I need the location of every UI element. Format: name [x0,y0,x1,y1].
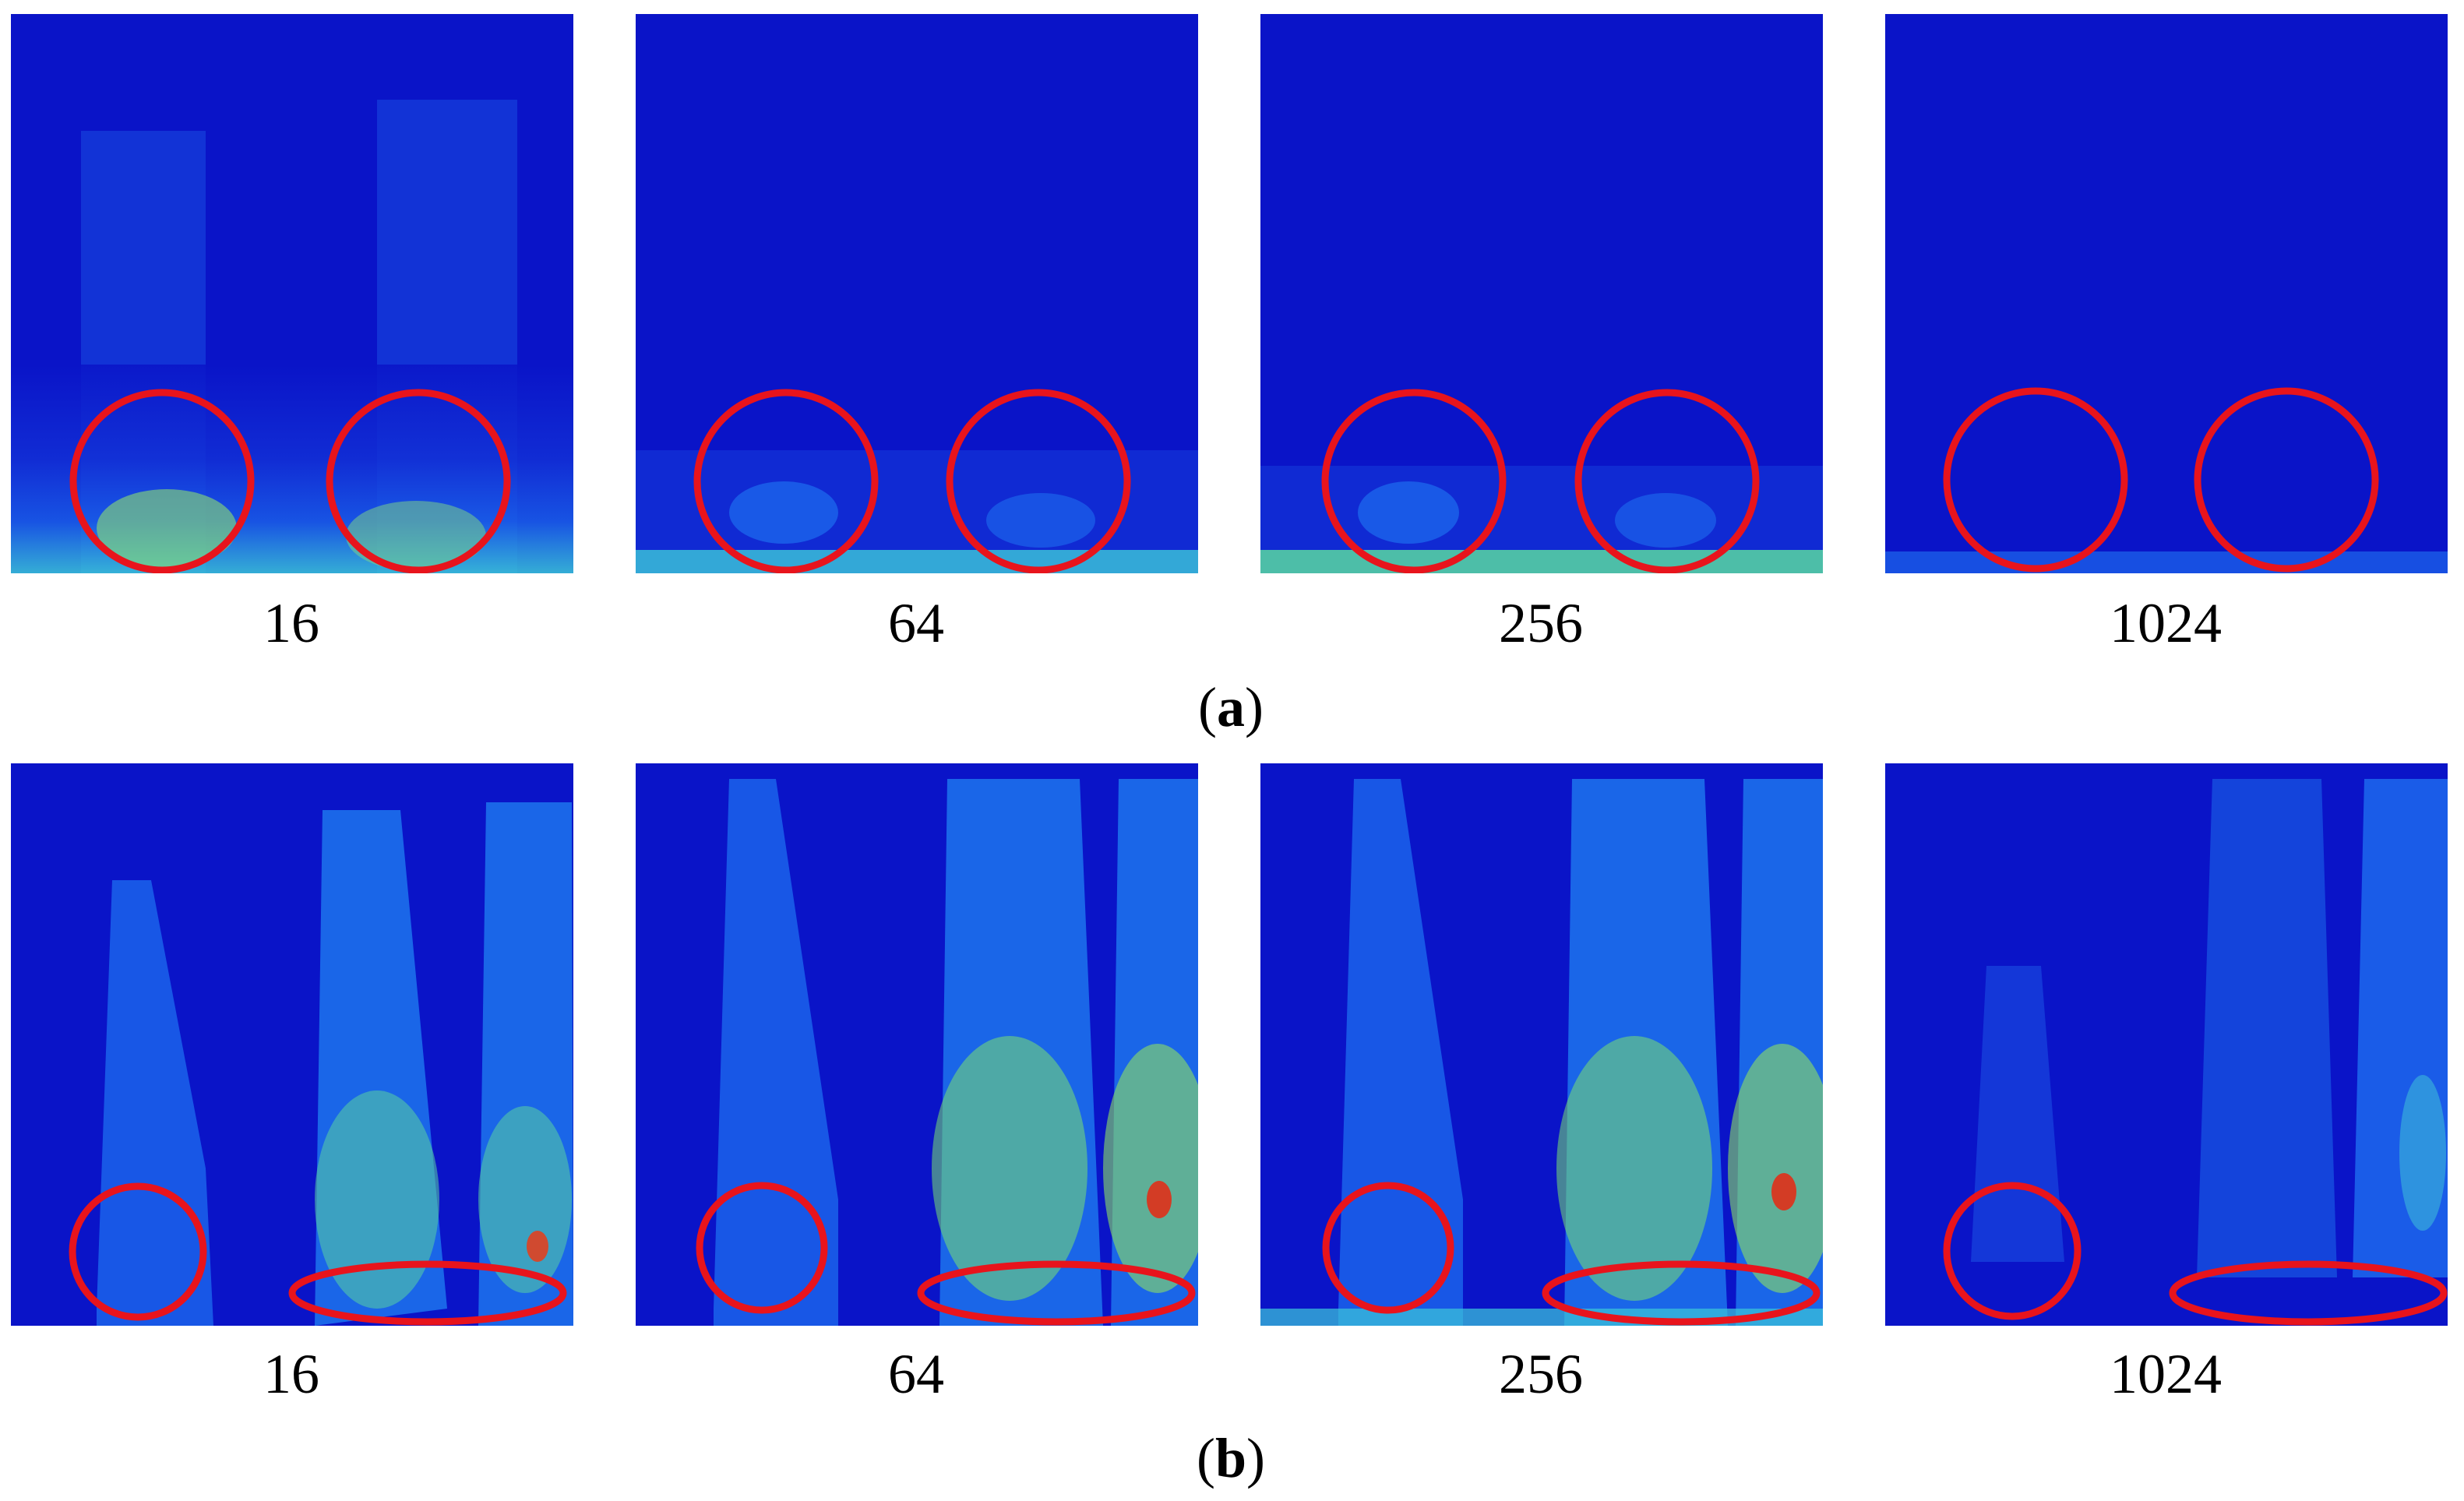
annotation-circle [1574,389,1760,573]
spectrogram-b-16 [11,763,573,1326]
annotation-ellipse [288,1260,567,1326]
spectrogram-a-64 [636,14,1198,573]
panel-a-64 [636,14,1198,573]
annotation-circle [1943,387,2128,573]
annotation-circle [946,389,1131,573]
panel-b-16 [11,763,573,1326]
spectrogram-a-1024 [1885,14,2448,573]
panel-b-64 [636,763,1198,1326]
spectrogram-b-1024 [1885,763,2448,1326]
annotation-circle [326,389,511,573]
spectrogram-b-256 [1260,763,1823,1326]
panel-b-256 [1260,763,1823,1326]
annotation-circle [1321,389,1507,573]
row-b-caption: (b) [1196,1427,1265,1489]
spectrogram-a-256 [1260,14,1823,573]
annotation-circle [69,1182,207,1321]
panel-label: 256 [1499,1343,1583,1405]
annotation-ellipse [2169,1260,2448,1326]
annotation-ellipse [1542,1260,1821,1326]
annotation-circle [696,1182,828,1314]
spectrogram-a-16 [11,14,573,573]
panel-label: 64 [888,592,944,654]
panel-a-16 [11,14,573,573]
panel-label: 1024 [2110,592,2222,654]
annotation-circle [2194,387,2379,573]
spectrogram-b-64 [636,763,1198,1326]
panel-a-1024 [1885,14,2448,573]
panel-label: 16 [263,592,319,654]
panel-b-1024 [1885,763,2448,1326]
panel-label: 64 [888,1343,944,1405]
annotation-circle [69,389,255,573]
row-a-caption: (a) [1198,676,1264,738]
annotation-circle [693,389,879,573]
annotation-circle [1943,1182,2082,1320]
panel-label: 1024 [2110,1343,2222,1405]
panel-a-256 [1260,14,1823,573]
panel-label: 256 [1499,592,1583,654]
annotation-circle [1322,1182,1454,1314]
panel-label: 16 [263,1343,319,1405]
annotation-ellipse [917,1260,1196,1326]
